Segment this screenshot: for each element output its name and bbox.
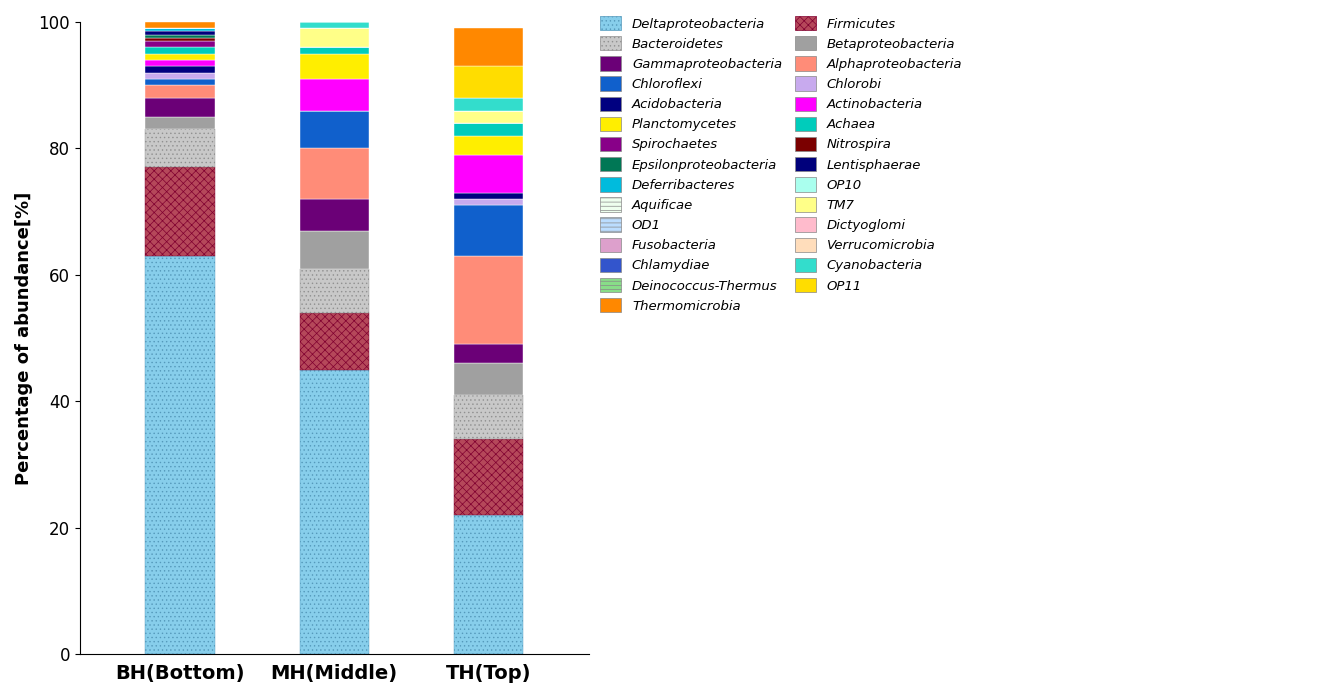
Bar <box>453 439 523 515</box>
Bar <box>146 47 215 54</box>
Bar <box>299 313 369 370</box>
Bar <box>146 79 215 85</box>
Bar <box>453 123 523 136</box>
Bar <box>299 22 369 29</box>
Bar <box>299 230 369 269</box>
Bar <box>146 85 215 98</box>
Bar <box>453 155 523 193</box>
Bar <box>453 364 523 395</box>
Bar <box>453 193 523 199</box>
Bar <box>146 54 215 60</box>
Bar <box>146 73 215 79</box>
Bar <box>453 344 523 364</box>
Bar <box>453 256 523 344</box>
Bar <box>453 29 523 66</box>
Bar <box>299 269 369 313</box>
Bar <box>299 110 369 149</box>
Bar <box>146 31 215 35</box>
Bar <box>453 110 523 123</box>
Bar <box>453 395 523 439</box>
Bar <box>299 370 369 654</box>
Bar <box>453 66 523 98</box>
Bar <box>453 136 523 155</box>
Bar <box>453 98 523 110</box>
Bar <box>146 66 215 73</box>
Bar <box>299 47 369 54</box>
Bar <box>146 35 215 38</box>
Bar <box>453 199 523 205</box>
Bar <box>299 199 369 230</box>
Bar <box>299 79 369 110</box>
Bar <box>146 256 215 654</box>
Bar <box>299 54 369 79</box>
Bar <box>146 130 215 168</box>
Legend: Deltaproteobacteria, Bacteroidetes, Gammaproteobacteria, Chloroflexi, Acidobacte: Deltaproteobacteria, Bacteroidetes, Gamm… <box>600 16 963 313</box>
Bar <box>299 149 369 199</box>
Bar <box>146 41 215 47</box>
Y-axis label: Percentage of abundance[%]: Percentage of abundance[%] <box>15 191 33 485</box>
Bar <box>146 117 215 130</box>
Bar <box>146 98 215 117</box>
Bar <box>146 168 215 256</box>
Bar <box>453 205 523 256</box>
Bar <box>146 38 215 41</box>
Bar <box>146 60 215 66</box>
Bar <box>146 29 215 31</box>
Bar <box>146 22 215 29</box>
Bar <box>453 515 523 654</box>
Bar <box>299 29 369 47</box>
